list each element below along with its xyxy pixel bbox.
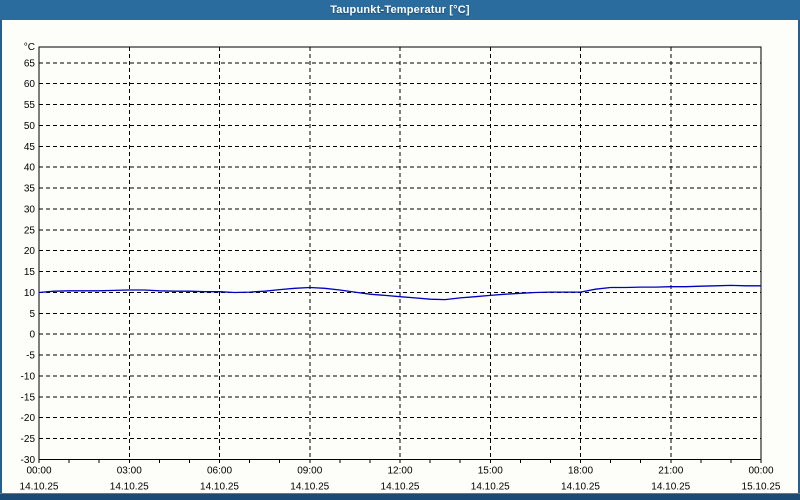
y-tick-label: 25 [24, 225, 36, 236]
y-tick-label: -20 [21, 413, 36, 424]
x-tick-date-label: 14.10.25 [20, 482, 59, 493]
x-tick-date-label: 14.10.25 [471, 482, 510, 493]
window-bottombar [0, 493, 800, 500]
y-tick-label: 15 [24, 267, 36, 278]
plot-frame [38, 46, 762, 460]
y-tick-label: -10 [21, 371, 36, 382]
y-tick-label: 40 [24, 163, 36, 174]
x-tick-time-label: 03:00 [117, 466, 142, 477]
x-tick-time-label: 15:00 [478, 466, 503, 477]
y-tick-label: 50 [24, 121, 36, 132]
window-title: Taupunkt-Temperatur [°C] [330, 4, 470, 16]
y-tick-label: -15 [21, 392, 36, 403]
dewpoint-chart: 65605550454035302520151050-5-10-15-20-25… [20, 42, 781, 493]
x-tick-date-label: 14.10.25 [561, 482, 600, 493]
y-tick-label: 55 [24, 100, 36, 111]
window-border-left [0, 20, 2, 493]
x-tick-time-label: 09:00 [297, 466, 322, 477]
window-titlebar[interactable]: Taupunkt-Temperatur [°C] [0, 0, 800, 20]
x-tick-date-label: 14.10.25 [110, 482, 149, 493]
x-tick-time-label: 06:00 [207, 466, 232, 477]
y-tick-label: 30 [24, 204, 36, 215]
x-tick-time-label: 18:00 [568, 466, 593, 477]
x-tick-time-label: 00:00 [26, 466, 51, 477]
y-tick-label: 45 [24, 142, 36, 153]
y-tick-label: 10 [24, 288, 36, 299]
y-tick-label: -5 [26, 351, 35, 362]
x-tick-date-label: 14.10.25 [381, 482, 420, 493]
y-tick-label: -30 [21, 455, 36, 466]
x-tick-date-label: 14.10.25 [200, 482, 239, 493]
y-tick-label: 35 [24, 184, 36, 195]
y-axis-unit-label: °C [24, 42, 35, 53]
dewpoint-line [38, 284, 761, 301]
x-tick-date-label: 14.10.25 [290, 482, 329, 493]
y-tick-label: 60 [24, 79, 36, 90]
x-tick-time-label: 12:00 [387, 466, 412, 477]
x-tick-time-label: 21:00 [658, 466, 683, 477]
y-tick-label: 5 [29, 309, 35, 320]
y-tick-label: 20 [24, 246, 36, 257]
window-border-right [798, 20, 800, 493]
x-tick-time-label: 00:00 [748, 466, 773, 477]
y-tick-label: 0 [29, 330, 35, 341]
x-tick-date-label: 14.10.25 [651, 482, 690, 493]
x-tick-date-label: 15.10.25 [742, 482, 781, 493]
y-tick-label: 65 [24, 58, 36, 69]
y-tick-label: -25 [21, 434, 36, 445]
chart-area: 65 60 55 50 45 40 35 30 25 20 15 10 5 0 -5 -10 -15 -20 -25… [0, 20, 800, 493]
